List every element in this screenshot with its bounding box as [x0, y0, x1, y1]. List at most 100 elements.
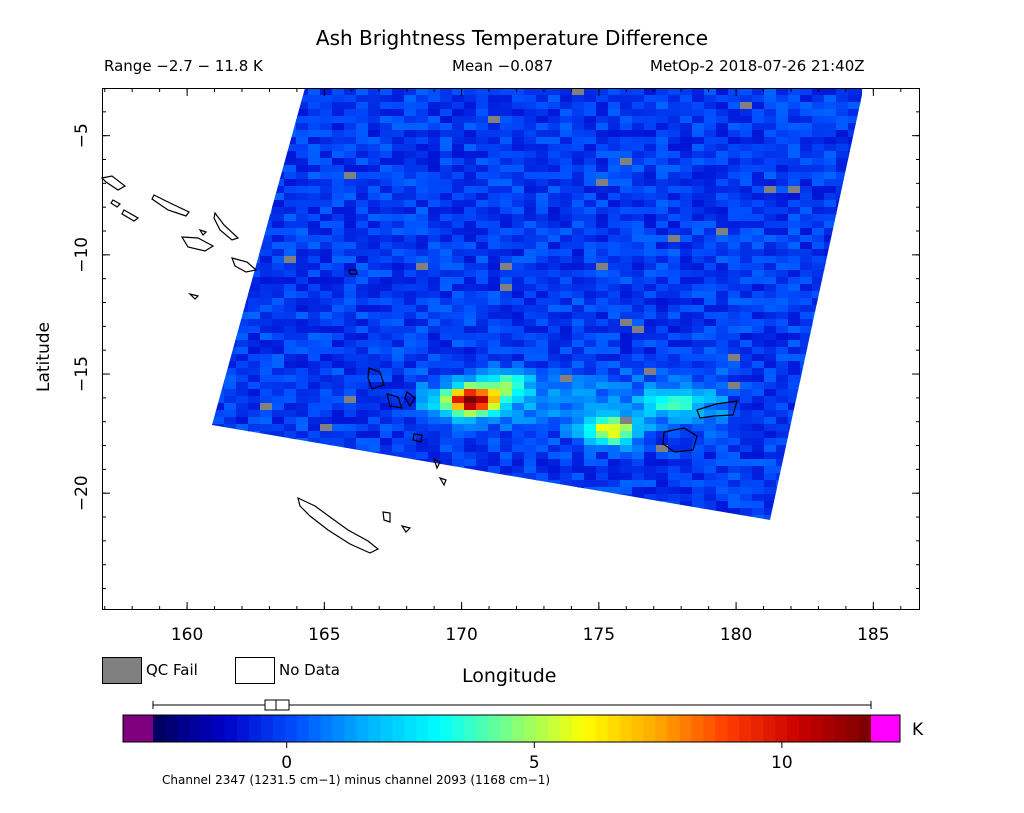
swath-pixel	[272, 214, 285, 222]
swath-pixel	[392, 109, 405, 117]
swath-pixel	[356, 137, 369, 145]
swath-pixel	[680, 151, 693, 159]
swath-pixel	[680, 347, 693, 355]
swath-pixel	[740, 165, 753, 173]
swath-pixel	[620, 277, 633, 285]
swath-pixel	[344, 298, 357, 306]
swath-pixel	[776, 242, 789, 250]
swath-pixel	[740, 445, 753, 453]
swath-pixel	[380, 137, 393, 145]
swath-pixel	[440, 326, 453, 334]
swath-pixel	[380, 172, 393, 180]
swath-pixel	[740, 319, 753, 327]
colorbar-caption: Channel 2347 (1231.5 cm−1) minus channel…	[162, 773, 551, 787]
swath-pixel	[740, 221, 753, 229]
swath-pixel	[776, 109, 789, 117]
swath-pixel	[476, 256, 489, 264]
swath-pixel	[812, 186, 825, 194]
swath-pixel	[332, 256, 345, 264]
swath-pixel	[392, 431, 405, 439]
colorbar-segment	[272, 715, 286, 742]
swath-pixel	[512, 466, 525, 474]
swath-pixel	[644, 354, 657, 362]
swath-pixel	[368, 221, 381, 229]
swath-pixel	[452, 431, 465, 439]
swath-pixel	[740, 312, 753, 320]
swath-pixel	[296, 284, 309, 292]
swath-pixel	[680, 466, 693, 474]
swath-pixel	[236, 319, 249, 327]
swath-pixel	[716, 207, 729, 215]
swath-pixel	[464, 410, 477, 418]
swath-pixel	[416, 158, 429, 166]
coastline-loyalty-1	[382, 511, 391, 523]
swath-pixel	[272, 368, 285, 376]
swath-pixel	[404, 123, 417, 131]
swath-pixel	[788, 235, 801, 243]
swath-pixel	[476, 102, 489, 110]
swath-pixel	[536, 102, 549, 110]
swath-pixel	[320, 151, 333, 159]
swath-pixel	[812, 151, 825, 159]
swath-pixel	[764, 277, 777, 285]
swath-pixel	[416, 438, 429, 446]
swath-pixel	[428, 116, 441, 124]
swath-pixel	[464, 102, 477, 110]
swath-pixel	[656, 249, 669, 257]
swath-pixel	[416, 354, 429, 362]
swath-pixel	[512, 326, 525, 334]
swath-pixel	[812, 123, 825, 131]
swath-pixel	[440, 200, 453, 208]
coastline-vanua-levu	[696, 400, 738, 419]
swath-pixel	[224, 361, 237, 369]
swath-pixel	[572, 375, 585, 383]
swath-pixel	[728, 403, 741, 411]
swath-pixel	[776, 151, 789, 159]
swath-pixel	[272, 186, 285, 194]
swath-pixel	[272, 319, 285, 327]
swath-pixel	[560, 88, 573, 96]
swath-pixel	[596, 102, 609, 110]
swath-pixel	[704, 459, 717, 467]
swath-pixel	[356, 424, 369, 432]
swath-pixel	[296, 95, 309, 103]
swath-pixel	[404, 116, 417, 124]
swath-pixel	[500, 284, 513, 292]
swath-pixel	[584, 312, 597, 320]
swath-pixel	[680, 137, 693, 145]
swath-pixel	[512, 158, 525, 166]
swath-pixel	[476, 340, 489, 348]
swath-pixel	[488, 326, 501, 334]
swath-pixel	[764, 172, 777, 180]
swath-pixel	[476, 305, 489, 313]
swath-pixel	[716, 319, 729, 327]
swath-pixel	[440, 424, 453, 432]
swath-pixel	[356, 347, 369, 355]
swath-pixel	[476, 417, 489, 425]
swath-pixel	[464, 109, 477, 117]
swath-pixel	[848, 95, 861, 103]
swath-pixel	[656, 452, 669, 460]
swath-pixel	[560, 263, 573, 271]
swath-pixel	[296, 144, 309, 152]
swath-pixel	[248, 354, 261, 362]
swath-pixel	[620, 242, 633, 250]
swath-pixel	[776, 459, 789, 467]
swath-pixel	[416, 256, 429, 264]
swath-pixel	[656, 368, 669, 376]
swath-pixel	[260, 235, 273, 243]
swath-pixel	[764, 396, 777, 404]
swath-pixel	[272, 228, 285, 236]
swath-pixel	[668, 95, 681, 103]
swath-pixel	[380, 368, 393, 376]
swath-pixel	[464, 417, 477, 425]
swath-pixel	[668, 123, 681, 131]
swath-pixel	[284, 312, 297, 320]
swath-pixel	[608, 88, 621, 96]
swath-pixel	[608, 102, 621, 110]
swath-pixel	[704, 445, 717, 453]
swath-pixel	[488, 319, 501, 327]
swath-pixel	[656, 137, 669, 145]
swath-pixel	[344, 403, 357, 411]
swath-pixel	[680, 340, 693, 348]
